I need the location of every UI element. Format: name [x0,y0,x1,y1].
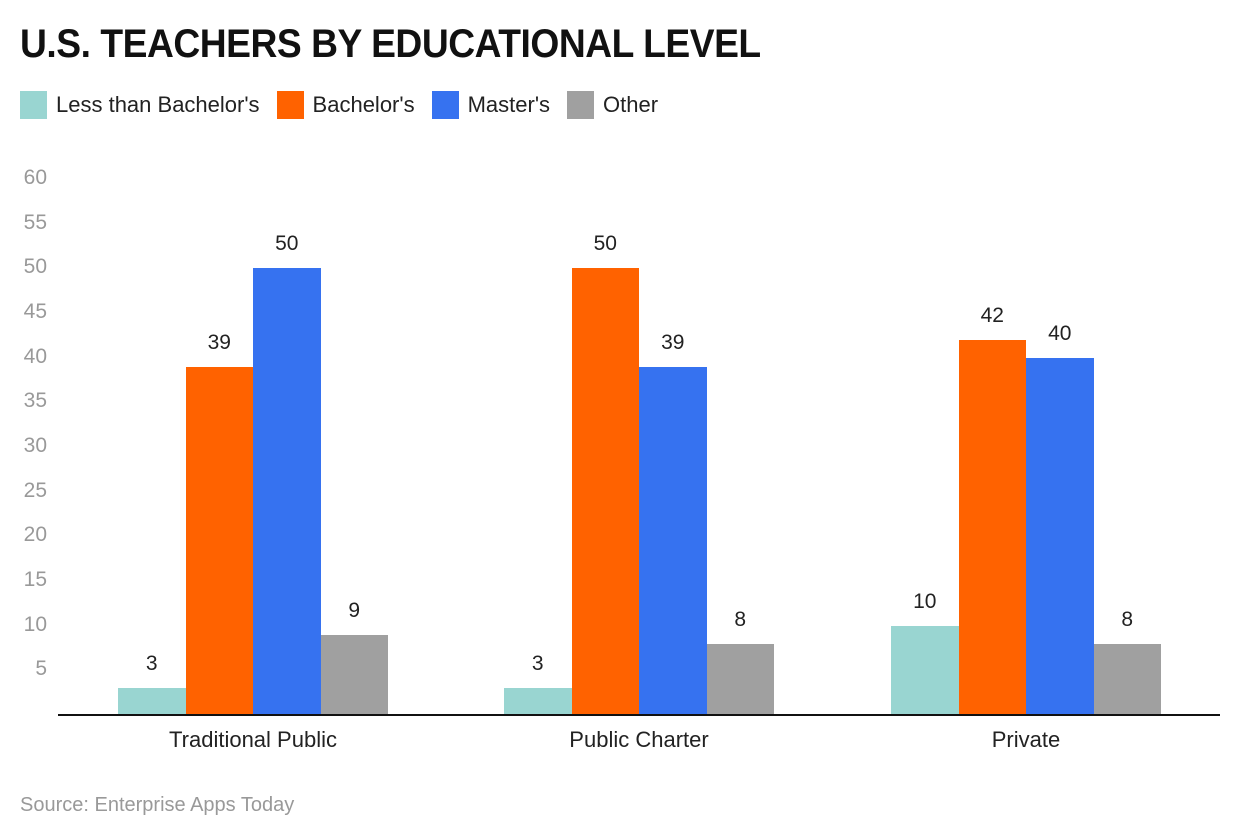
bar-value-label: 40 [1048,321,1072,345]
y-tick-label: 15 [23,568,47,591]
x-axis-line [58,714,1220,716]
bar-value-label: 8 [734,607,747,631]
y-tick-label: 55 [23,210,47,234]
legend-swatch [431,91,459,119]
y-tick-label: 25 [23,478,47,502]
legend-item-masters: Master's [431,91,551,119]
y-tick-label: 50 [23,255,47,279]
legend-item-other: Other [567,91,658,119]
bar-value-label: 42 [980,303,1004,327]
legend-label: Less than Bachelor's [56,92,260,117]
y-tick-label: 20 [23,523,47,547]
bar [639,366,707,715]
source-note: Source: Enterprise Apps Today [20,794,295,816]
y-tick-label: 35 [23,389,47,413]
legend-swatch [276,91,304,119]
bar [504,688,572,715]
legend-label: Bachelor's [312,92,415,117]
y-tick-label: 5 [35,657,47,681]
bar [1093,643,1161,715]
bar [571,268,639,715]
y-tick-label: 60 [23,166,47,189]
bar [118,688,186,715]
x-category-label: Traditional Public [169,727,337,752]
bar [253,268,321,715]
bar-value-label: 39 [661,330,685,354]
bar-value-label: 3 [531,652,544,676]
x-category-label: Private [991,727,1061,752]
legend-swatch [567,91,595,119]
bar-value-label: 8 [1121,607,1134,631]
y-tick-label: 45 [23,300,47,323]
bar-value-label: 3 [145,652,158,676]
bar [185,366,253,715]
y-tick-label: 10 [23,612,47,636]
legend-item-bachelors: Bachelor's [276,91,415,119]
legend-label: Other [603,92,659,117]
bar-value-label: 50 [275,232,299,256]
bar-value-label: 9 [348,598,361,622]
x-category-label: Public Charter [569,727,709,752]
y-tick-label: 30 [23,434,47,457]
bar-value-label: 39 [207,330,231,354]
legend-swatch [20,91,47,119]
bar-value-label: 50 [593,232,617,256]
chart-title: U.S. TEACHERS BY EDUCATIONAL LEVEL [20,22,761,66]
legend-item-less-than-bachelors: Less than Bachelor's [20,91,260,119]
bar [891,625,959,715]
bar [958,339,1026,715]
y-tick-label: 40 [23,344,47,368]
bar [320,634,388,715]
legend-label: Master's [467,92,551,117]
bar [1026,357,1094,715]
bar-value-label: 10 [913,589,937,613]
legend: Less than Bachelor's Bachelor's Master's… [20,91,675,119]
bar [706,643,774,715]
